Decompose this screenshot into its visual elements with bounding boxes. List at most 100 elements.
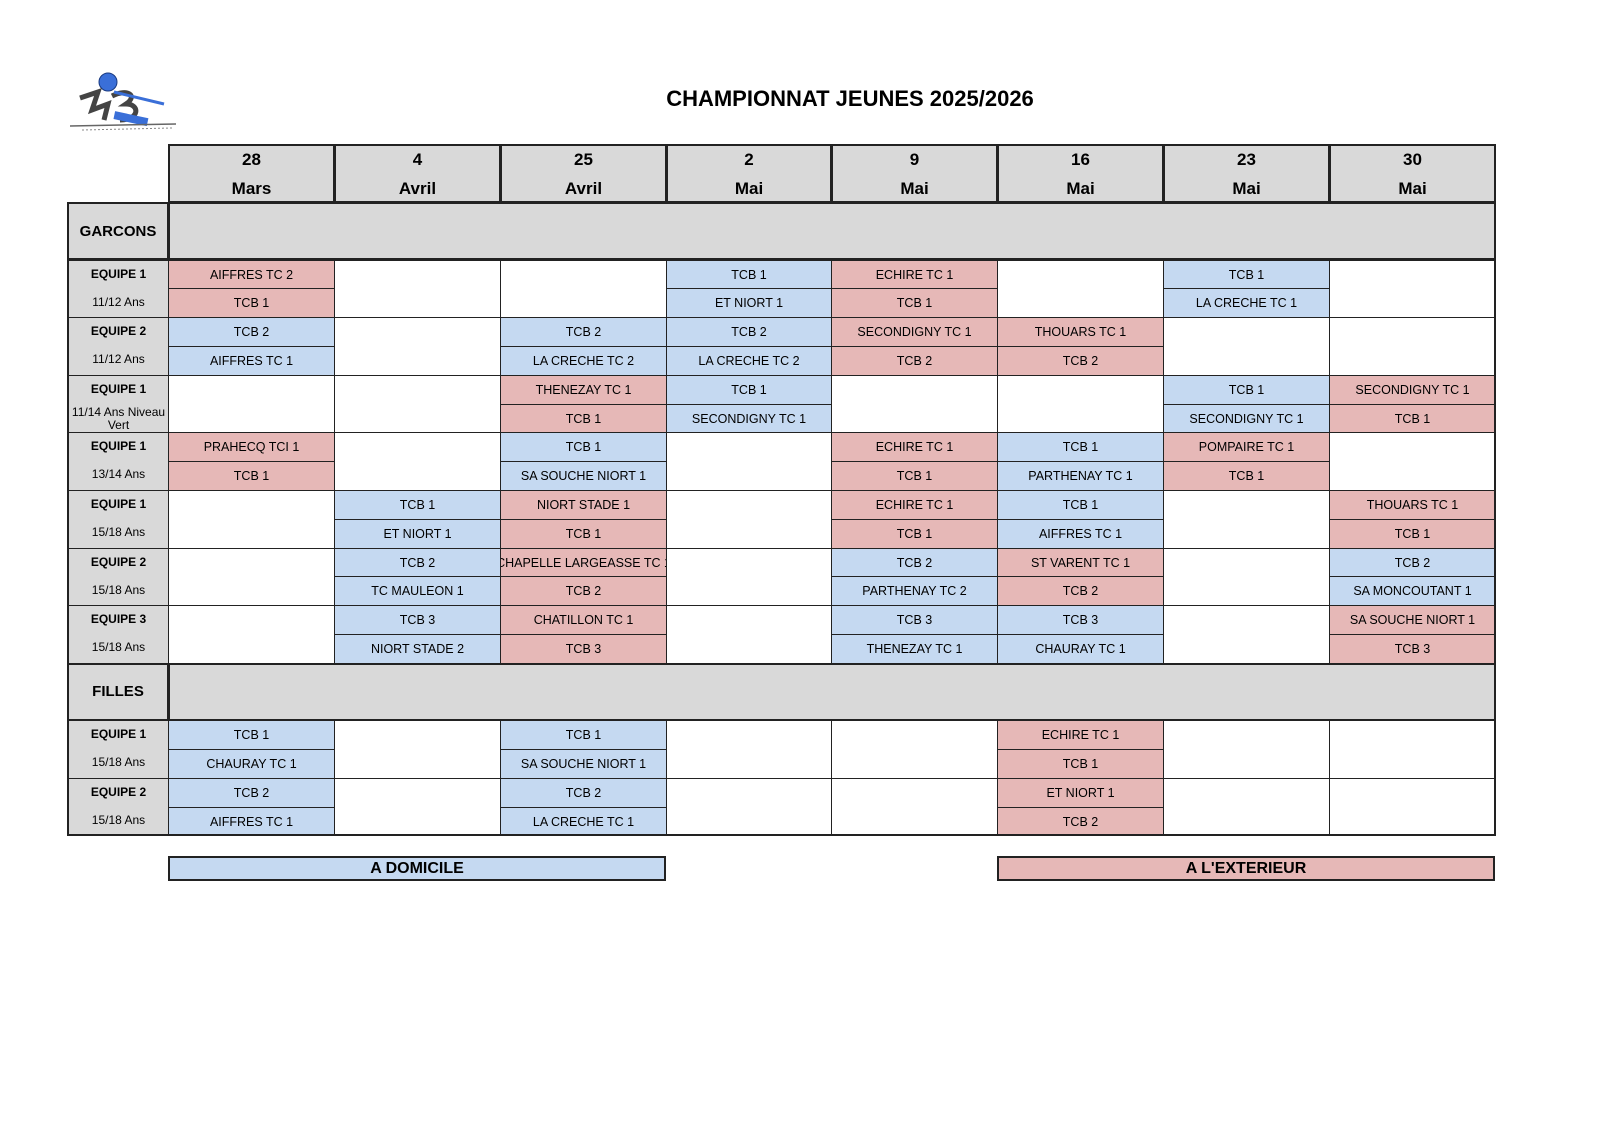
away-match-cell: TCB 1: [1329, 404, 1496, 433]
team-name: EQUIPE 1: [90, 497, 147, 511]
team-age: 11/14 Ans Niveau Vert: [71, 405, 166, 432]
empty-cell: [997, 375, 1164, 433]
away-match-cell: TCB 2: [831, 346, 998, 376]
home-match-cell: SECONDIGNY TC 1: [666, 404, 832, 433]
empty-cell: [666, 432, 832, 491]
home-match-cell: TCB 1: [500, 720, 667, 750]
date-header: 16 Mai: [997, 144, 1164, 203]
section-band: [168, 202, 1496, 260]
away-match-cell: TCB 1: [500, 404, 667, 433]
team-name: EQUIPE 2: [90, 555, 147, 569]
away-match-cell: TCB 2: [997, 346, 1164, 376]
team-name: EQUIPE 2: [90, 324, 147, 338]
date-header: 28 Mars: [168, 144, 335, 203]
home-match-cell: NIORT STADE 2: [334, 634, 501, 664]
team-name: EQUIPE 2: [90, 785, 147, 799]
away-match-cell: TCB 1: [1329, 519, 1496, 549]
date-header: 23 Mai: [1163, 144, 1330, 203]
empty-cell: [666, 778, 832, 836]
date-day: 2: [744, 150, 754, 169]
section-label: GARCONS: [67, 202, 169, 260]
team-label: EQUIPE 1 15/18 Ans: [67, 720, 169, 779]
empty-cell: [1163, 605, 1330, 664]
team-label: EQUIPE 2 15/18 Ans: [67, 778, 169, 836]
team-age: 15/18 Ans: [91, 755, 146, 769]
home-match-cell: TC MAULEON 1: [334, 576, 501, 606]
home-match-cell: TCB 2: [168, 778, 335, 808]
date-day: 16: [1071, 150, 1090, 169]
away-match-cell: TCB 2: [500, 576, 667, 606]
away-match-cell: ECHIRE TC 1: [831, 260, 998, 289]
team-label: EQUIPE 2 15/18 Ans: [67, 548, 169, 606]
away-match-cell: SECONDIGNY TC 1: [831, 317, 998, 347]
home-match-cell: TCB 2: [168, 317, 335, 347]
home-match-cell: LA CRECHE TC 2: [666, 346, 832, 376]
home-match-cell: PARTHENAY TC 2: [831, 576, 998, 606]
home-match-cell: TCB 1: [500, 432, 667, 462]
away-match-cell: AIFFRES TC 2: [168, 260, 335, 289]
date-month: Mars: [231, 179, 272, 198]
away-match-cell: TCB 1: [168, 288, 335, 318]
away-match-cell: THOUARS TC 1: [1329, 490, 1496, 520]
home-match-cell: THENEZAY TC 1: [831, 634, 998, 664]
away-match-cell: SECONDIGNY TC 1: [1329, 375, 1496, 405]
empty-cell: [334, 720, 501, 779]
legend-away: A L'EXTERIEUR: [997, 856, 1495, 881]
date-day: 30: [1403, 150, 1422, 169]
date-day: 4: [412, 150, 423, 169]
away-match-cell: THOUARS TC 1: [997, 317, 1164, 347]
date-month: Avril: [564, 179, 603, 198]
team-age: 13/14 Ans: [91, 467, 146, 481]
team-age: 11/12 Ans: [92, 352, 145, 366]
date-day: 28: [242, 150, 261, 169]
page-title: CHAMPIONNAT JEUNES 2025/2026: [666, 86, 1034, 111]
home-match-cell: LA CRECHE TC 1: [1163, 288, 1330, 318]
legend-home: A DOMICILE: [168, 856, 666, 881]
home-match-cell: TCB 1: [334, 490, 501, 520]
away-match-cell: CHAPELLE LARGEASSE TC 1: [500, 548, 667, 577]
empty-cell: [334, 778, 501, 836]
date-day: 9: [909, 150, 920, 169]
empty-cell: [1163, 778, 1330, 836]
empty-cell: [666, 548, 832, 606]
empty-cell: [831, 375, 998, 433]
empty-cell: [831, 720, 998, 779]
home-match-cell: TCB 1: [666, 375, 832, 405]
away-match-cell: TCB 3: [500, 634, 667, 664]
empty-cell: [1163, 490, 1330, 549]
empty-cell: [168, 375, 335, 433]
team-label: EQUIPE 3 15/18 Ans: [67, 605, 169, 664]
date-month: Avril: [398, 179, 437, 198]
team-age: 11/12 Ans: [92, 295, 145, 309]
empty-cell: [1329, 778, 1496, 836]
away-match-cell: TCB 1: [168, 461, 335, 491]
away-match-cell: ECHIRE TC 1: [997, 720, 1164, 750]
date-day: 25: [574, 150, 593, 169]
section-band: [168, 662, 1496, 721]
home-match-cell: ET NIORT 1: [334, 519, 501, 549]
home-match-cell: AIFFRES TC 1: [997, 519, 1164, 549]
empty-cell: [666, 720, 832, 779]
away-match-cell: TCB 1: [500, 519, 667, 549]
date-month: Mai: [1066, 179, 1095, 198]
home-match-cell: TCB 2: [500, 778, 667, 808]
home-match-cell: TCB 3: [334, 605, 501, 635]
away-match-cell: ECHIRE TC 1: [831, 490, 998, 520]
team-age: 15/18 Ans: [91, 525, 146, 539]
date-header: 4 Avril: [334, 144, 501, 203]
team-age: 15/18 Ans: [91, 583, 146, 597]
empty-cell: [168, 490, 335, 549]
away-match-cell: TCB 1: [1163, 461, 1330, 491]
home-match-cell: TCB 3: [997, 605, 1164, 635]
team-label: EQUIPE 1 11/14 Ans Niveau Vert: [67, 375, 169, 433]
away-match-cell: PRAHECQ TCI 1: [168, 432, 335, 462]
away-match-cell: TCB 2: [997, 807, 1164, 836]
empty-cell: [1163, 548, 1330, 606]
home-match-cell: SA SOUCHE NIORT 1: [500, 461, 667, 491]
home-match-cell: TCB 2: [500, 317, 667, 347]
date-header: 30 Mai: [1329, 144, 1496, 203]
home-match-cell: TCB 3: [831, 605, 998, 635]
section-label: FILLES: [67, 662, 169, 721]
away-match-cell: THENEZAY TC 1: [500, 375, 667, 405]
away-match-cell: ST VARENT TC 1: [997, 548, 1164, 577]
